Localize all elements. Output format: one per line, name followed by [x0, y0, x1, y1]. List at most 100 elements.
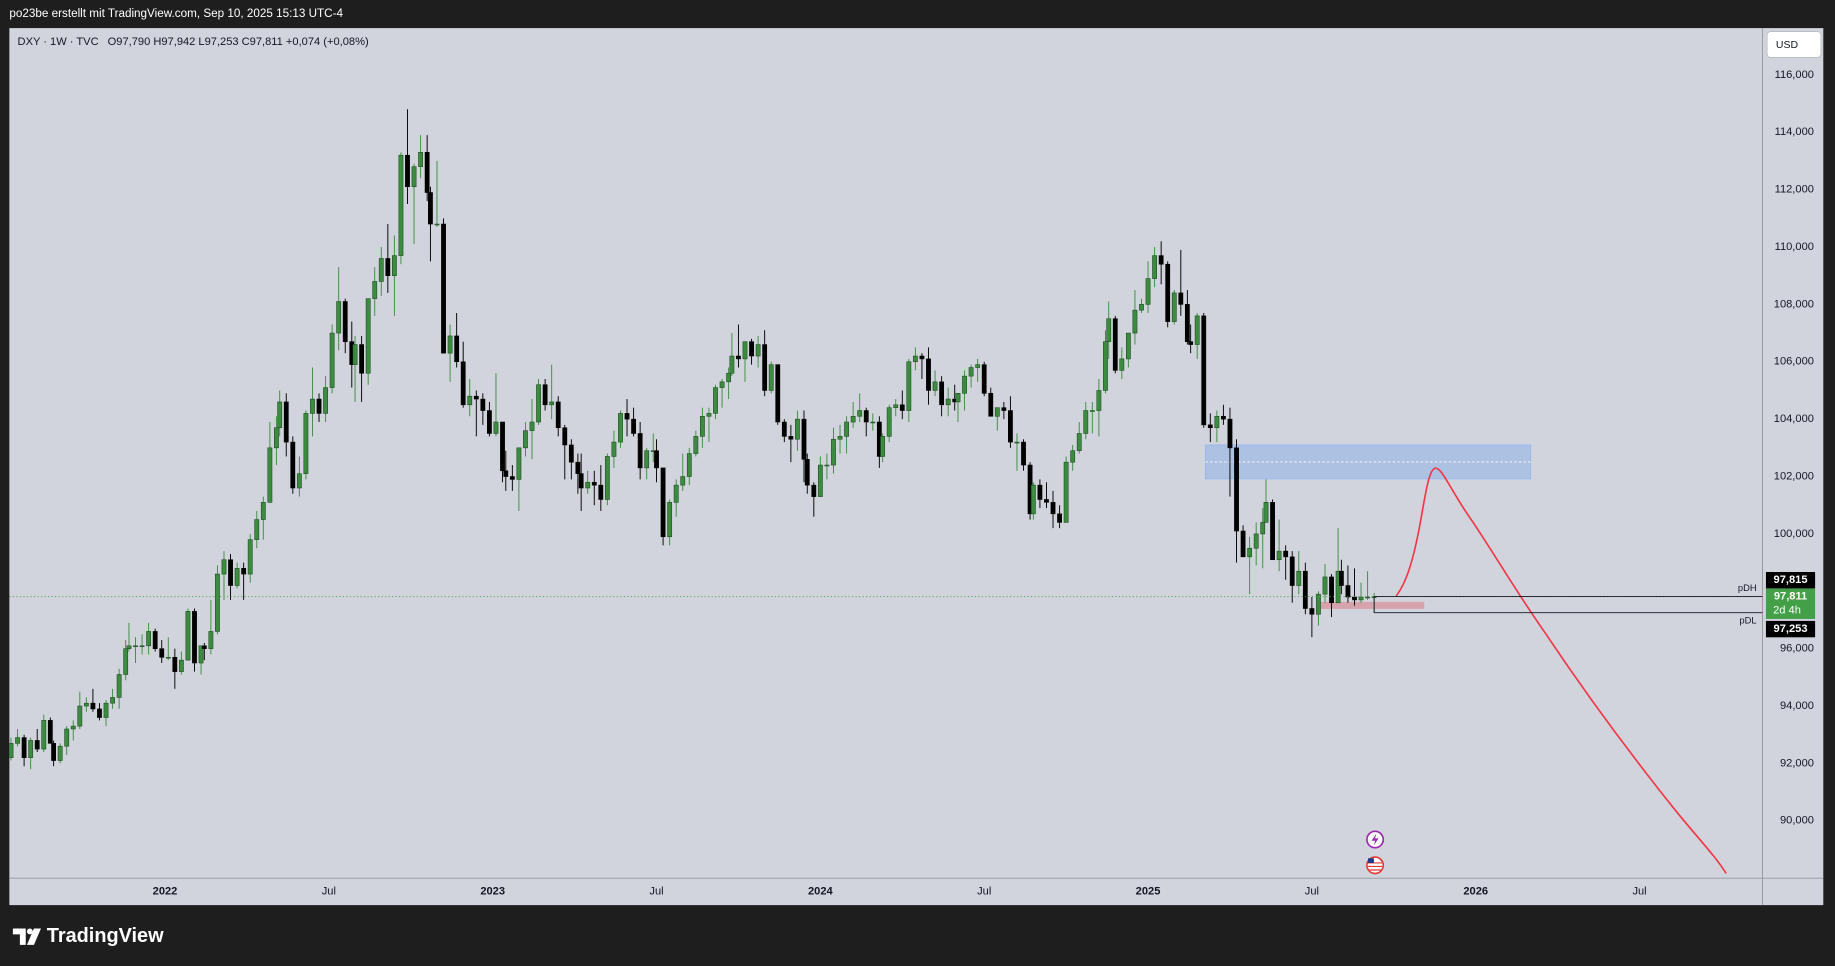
candle-body — [680, 476, 686, 486]
candle-body — [178, 659, 184, 672]
candle-body — [254, 519, 260, 540]
x-tick-label: Jul — [1305, 886, 1319, 898]
candle-body — [713, 387, 718, 414]
y-tick-label: 108,000 — [1774, 298, 1814, 310]
candle-body — [736, 355, 741, 360]
candle-body — [536, 384, 541, 423]
candle-body — [981, 364, 987, 394]
candle-body — [1335, 570, 1341, 604]
candle-body — [15, 737, 20, 744]
candle-body — [500, 421, 505, 472]
candle-body — [939, 381, 945, 406]
candle-body — [1247, 547, 1253, 558]
candle-body — [165, 656, 171, 659]
candle-body — [801, 418, 807, 460]
candle-body — [1352, 596, 1357, 601]
candle-body — [267, 447, 273, 503]
y-tick-label: 116,000 — [1775, 69, 1814, 81]
candle-body — [811, 484, 817, 497]
candle-body — [1322, 576, 1328, 595]
candle-body — [133, 645, 138, 648]
candle-body — [795, 418, 800, 440]
candle-body — [116, 674, 122, 698]
candle-body — [1365, 596, 1370, 599]
candle-body — [863, 410, 869, 423]
y-tick-label: 90,000 — [1780, 815, 1814, 827]
candle-body — [706, 413, 712, 417]
candle-body — [159, 648, 165, 658]
candle-body — [372, 281, 378, 299]
level-price-box — [1765, 572, 1816, 589]
candle-body — [1184, 304, 1190, 342]
candle-body — [1145, 278, 1151, 305]
chart-background — [9, 28, 1824, 906]
candle-body — [693, 436, 699, 454]
candle-body — [97, 708, 102, 718]
y-tick-label: 100,000 — [1774, 528, 1814, 540]
y-tick-label: 112,000 — [1775, 184, 1814, 196]
candle-body — [1165, 263, 1171, 322]
candle-body — [1037, 484, 1043, 500]
candle-body — [126, 645, 132, 649]
y-tick-label: 94,000 — [1780, 700, 1814, 712]
candle-body — [618, 413, 623, 443]
candle-body — [90, 702, 96, 710]
header-text: po23be erstellt mit TradingView.com, Sep… — [9, 7, 343, 20]
candle-body — [1283, 550, 1289, 558]
candle-body — [1076, 433, 1082, 451]
symbol-legend: DXY · 1W · TVC — [18, 36, 99, 48]
candle-body — [378, 258, 384, 282]
bar-countdown: 2d 4h — [1773, 605, 1801, 617]
candle-body — [139, 645, 145, 648]
candle-body — [1063, 461, 1069, 523]
candle-body — [342, 301, 348, 342]
candle-body — [562, 427, 568, 446]
candle-body — [123, 648, 129, 675]
candle-body — [208, 631, 214, 649]
candle-body — [1171, 292, 1177, 322]
y-tick-label: 96,000 — [1780, 643, 1814, 655]
candle-body — [817, 464, 823, 497]
candle-body — [83, 702, 89, 707]
candle-body — [1132, 309, 1138, 334]
candle-body — [336, 301, 342, 334]
candle-body — [110, 697, 115, 704]
candle-body — [994, 407, 1000, 417]
x-tick-label: Jul — [322, 886, 336, 898]
candle-body — [749, 341, 754, 357]
ohlc-legend: O97,790 H97,942 L97,253 C97,811 +0,074 (… — [108, 36, 369, 48]
candle-body — [755, 344, 761, 357]
candle-body — [1309, 608, 1315, 615]
currency-button[interactable] — [1766, 31, 1822, 58]
candle-body — [850, 415, 856, 423]
level-name: pDL — [1739, 615, 1756, 625]
event-icon-bolt — [1371, 833, 1379, 846]
event-icons — [1366, 830, 1385, 875]
candle-body — [296, 473, 302, 489]
candle-body — [411, 166, 417, 188]
candle-body — [77, 705, 83, 727]
candle-body — [523, 430, 528, 449]
candle-body — [644, 450, 650, 469]
candle-body — [460, 361, 466, 406]
candle-body — [198, 645, 204, 664]
candle-body — [893, 404, 899, 408]
candle-body — [1289, 556, 1295, 586]
brand: TradingView — [12, 925, 164, 947]
flag-canton — [1368, 858, 1374, 863]
candle-body — [418, 152, 423, 167]
candle-body — [912, 355, 918, 363]
candle-body — [1057, 513, 1062, 523]
candle-body — [604, 456, 610, 500]
candle-body — [428, 192, 433, 225]
candle-body — [385, 258, 391, 276]
candle-body — [549, 401, 555, 406]
x-tick-label: 2022 — [153, 886, 178, 898]
x-tick-label: Jul — [977, 886, 991, 898]
candle-body — [1008, 410, 1013, 443]
candle-body — [1021, 441, 1026, 466]
candle-body — [654, 450, 659, 469]
candle-body — [1152, 255, 1157, 279]
currency-label[interactable]: USD — [1776, 39, 1799, 51]
candle-body — [1316, 593, 1321, 615]
